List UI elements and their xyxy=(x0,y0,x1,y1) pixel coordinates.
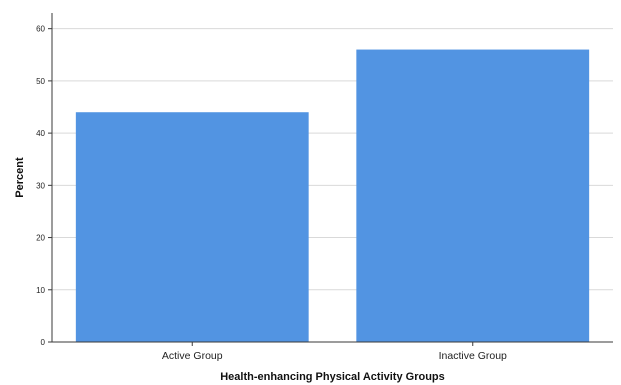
x-axis-title: Health-enhancing Physical Activity Group… xyxy=(220,371,445,383)
x-axis-categories: Active Group Inactive Group xyxy=(162,342,507,362)
bars xyxy=(75,49,590,343)
y-axis-ticks: 0 10 20 30 40 50 60 xyxy=(36,25,52,347)
y-tick-label: 30 xyxy=(36,181,45,190)
y-tick-label: 0 xyxy=(41,338,46,347)
y-tick-label: 60 xyxy=(36,25,45,34)
bar-0 xyxy=(75,112,309,342)
bar-1 xyxy=(356,49,590,343)
y-tick-label: 50 xyxy=(36,77,45,86)
y-tick-label: 40 xyxy=(36,129,45,138)
y-axis-title: Percent xyxy=(14,157,26,198)
y-tick-label: 10 xyxy=(36,286,45,295)
x-category-label: Inactive Group xyxy=(439,350,507,362)
x-category-label: Active Group xyxy=(162,350,223,362)
y-tick-label: 20 xyxy=(36,234,45,243)
